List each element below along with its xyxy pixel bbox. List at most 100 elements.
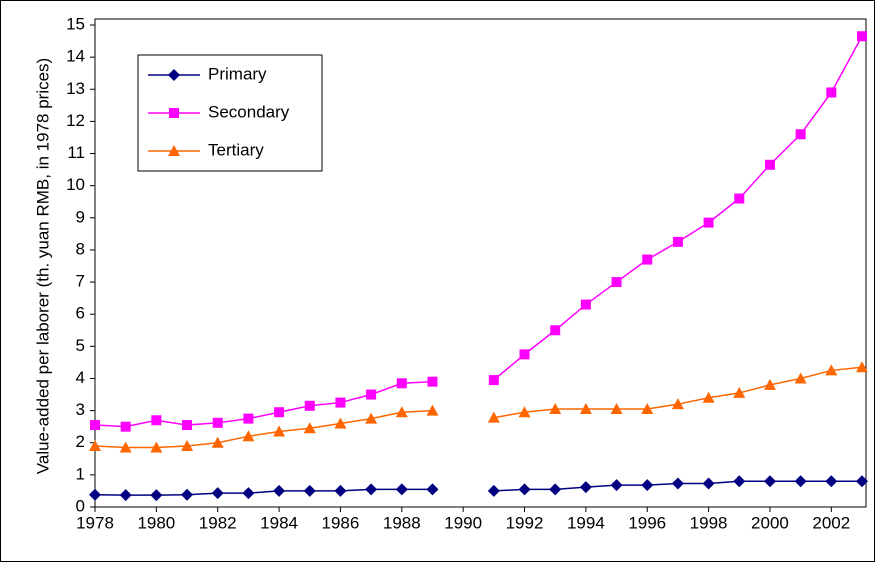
y-tick-label: 14 [66,47,85,66]
point [825,364,838,376]
y-tick-label: 10 [66,175,85,194]
point [243,413,254,424]
legend-label: Primary [208,64,267,83]
y-tick-label: 12 [66,111,85,130]
point [90,420,100,431]
y-tick-label: 4 [76,368,85,387]
point [487,484,500,497]
point [702,391,715,403]
point [702,477,715,490]
point [334,417,347,429]
x-tick-label: 1980 [137,513,175,532]
legend-marker [168,145,180,156]
point [303,484,316,497]
point [426,483,439,496]
point [487,411,500,423]
point [579,402,592,414]
point [549,402,562,414]
y-tick-label: 15 [66,14,85,33]
point [395,483,408,496]
point [795,129,806,140]
x-tick-label: 2000 [751,513,789,532]
y-tick-label: 5 [76,336,85,355]
point [763,475,776,488]
point [641,479,654,492]
point [794,475,807,488]
point [182,420,193,431]
point [242,430,255,442]
point [366,389,377,400]
y-tick-label: 6 [76,304,85,323]
legend: Primary Secondary Tertiary [137,54,323,172]
y-tick-label: 8 [76,239,85,258]
point [641,402,654,414]
point [242,487,255,500]
point [151,415,162,426]
y-tick-label: 9 [76,207,85,226]
point [764,159,775,170]
plot-area [94,18,867,508]
y-tick-label: 13 [66,79,85,98]
point [212,417,223,428]
legend-label: Secondary [208,102,290,121]
y-tick-label: 3 [76,400,85,419]
x-tick-label: 1982 [199,513,237,532]
point [826,87,837,98]
point [580,299,591,310]
x-tick-label: 1998 [690,513,728,532]
point [181,488,194,501]
point [518,406,531,418]
point [211,436,224,448]
point [365,412,378,424]
point [610,402,623,414]
point [120,421,131,432]
point [334,484,347,497]
point [427,376,438,387]
x-tick-label: 2002 [812,513,850,532]
point [549,483,562,496]
point [703,217,714,228]
y-tick-label: 0 [76,496,85,515]
point [273,484,286,497]
point [733,386,746,398]
point [304,400,315,411]
point [550,325,561,336]
point [488,375,499,386]
point [181,439,194,451]
legend-marker [169,108,179,118]
point [856,361,868,373]
legend-marker [168,69,180,81]
point [825,475,838,488]
x-tick-label: 1990 [444,513,482,532]
x-tick-label: 1978 [76,513,114,532]
point [763,378,776,390]
point [395,406,408,418]
point [150,489,163,502]
point [119,441,132,453]
y-axis-label: Value-added per laborer (th. yuan RMB, i… [33,58,52,474]
point [794,372,807,384]
point [150,441,163,453]
point [734,193,745,204]
y-tick-label: 2 [76,432,85,451]
point [519,349,530,360]
point [857,31,867,42]
point [119,489,132,502]
point [273,425,286,437]
point [611,277,622,288]
point [89,488,101,501]
point [642,254,653,265]
point [671,477,684,490]
point [335,397,346,408]
point [518,483,531,496]
y-tick-label: 1 [76,464,85,483]
point [303,422,316,434]
y-tick-label: 7 [76,272,85,291]
point [672,236,683,247]
x-tick-label: 1986 [322,513,360,532]
x-tick-label: 1996 [628,513,666,532]
point [610,479,623,492]
x-tick-label: 1988 [383,513,421,532]
point [89,439,101,451]
